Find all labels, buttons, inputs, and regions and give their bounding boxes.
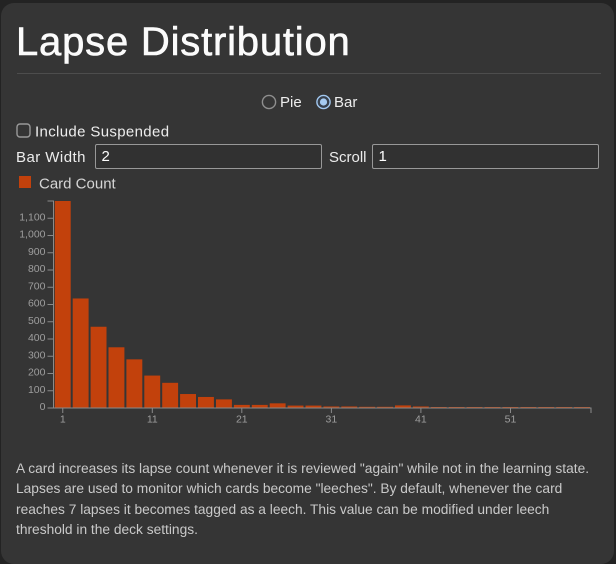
svg-text:1,100: 1,100 <box>19 211 45 223</box>
svg-text:21: 21 <box>236 414 248 426</box>
svg-text:1,000: 1,000 <box>19 229 45 241</box>
svg-text:0: 0 <box>40 401 46 413</box>
svg-text:Include Suspended: Include Suspended <box>35 124 169 141</box>
svg-text:Bar Width: Bar Width <box>16 149 86 166</box>
svg-text:51: 51 <box>505 414 517 426</box>
svg-text:900: 900 <box>28 246 46 258</box>
svg-text:600: 600 <box>28 298 46 310</box>
svg-text:800: 800 <box>28 263 46 275</box>
svg-text:300: 300 <box>28 349 46 361</box>
svg-text:Pie: Pie <box>280 94 302 111</box>
svg-text:41: 41 <box>415 414 427 426</box>
svg-text:Bar: Bar <box>334 94 357 111</box>
svg-text:200: 200 <box>28 367 46 379</box>
svg-text:500: 500 <box>28 315 46 327</box>
svg-text:Card Count: Card Count <box>39 175 117 192</box>
svg-text:1: 1 <box>60 414 66 426</box>
svg-text:400: 400 <box>28 332 46 344</box>
svg-text:11: 11 <box>147 414 158 426</box>
svg-text:Scroll: Scroll <box>329 149 367 166</box>
svg-text:100: 100 <box>28 384 46 396</box>
svg-text:700: 700 <box>28 280 46 292</box>
svg-text:31: 31 <box>326 414 338 426</box>
